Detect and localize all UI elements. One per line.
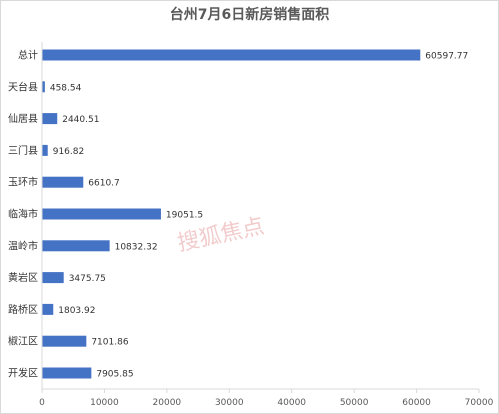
x-tick-label-7: 70000	[465, 398, 494, 408]
category-label-3: 三门县	[8, 144, 38, 157]
value-label-4: 6610.7	[88, 179, 120, 189]
category-label-4: 玉环市	[8, 176, 38, 189]
category-label-8: 路桥区	[8, 303, 38, 316]
x-tick-label-1: 10000	[90, 398, 119, 408]
value-label-3: 916.82	[53, 147, 84, 157]
category-label-1: 天台县	[8, 80, 38, 93]
value-label-5: 19051.5	[166, 211, 203, 221]
bar-3	[42, 144, 48, 156]
value-label-6: 10832.32	[115, 242, 158, 252]
value-label-1: 458.54	[50, 83, 82, 93]
category-label-5: 临海市	[8, 208, 38, 221]
chart-title: 台州7月6日新房销售面积	[169, 7, 330, 23]
value-label-9: 7101.86	[91, 338, 128, 348]
value-label-10: 7905.85	[96, 370, 133, 380]
category-label-2: 仙居县	[8, 112, 38, 125]
category-label-10: 开发区	[8, 367, 38, 380]
category-label-6: 温岭市	[8, 239, 38, 252]
x-tick-label-2: 20000	[153, 398, 182, 408]
bar-6	[42, 240, 110, 252]
category-label-0: 总计	[18, 49, 38, 62]
x-tick-label-4: 40000	[277, 398, 306, 408]
bar-2	[42, 113, 58, 125]
value-label-2: 2440.51	[62, 115, 99, 125]
bar-0	[42, 49, 421, 61]
value-label-7: 3475.75	[69, 274, 106, 284]
x-tick-label-0: 0	[39, 398, 45, 408]
bar-5	[42, 208, 161, 220]
category-label-9: 椒江区	[8, 335, 38, 348]
bar-7	[42, 272, 64, 284]
x-tick-label-6: 60000	[402, 398, 431, 408]
x-tick-label-3: 30000	[215, 398, 244, 408]
bar-1	[42, 81, 45, 93]
bar-8	[42, 303, 54, 315]
bar-10	[42, 367, 92, 379]
category-label-7: 黄岩区	[8, 271, 38, 284]
value-label-8: 1803.92	[58, 306, 95, 316]
bar-9	[42, 335, 87, 347]
bar-4	[42, 176, 84, 188]
value-label-0: 60597.77	[425, 52, 468, 62]
x-tick-label-5: 50000	[340, 398, 369, 408]
